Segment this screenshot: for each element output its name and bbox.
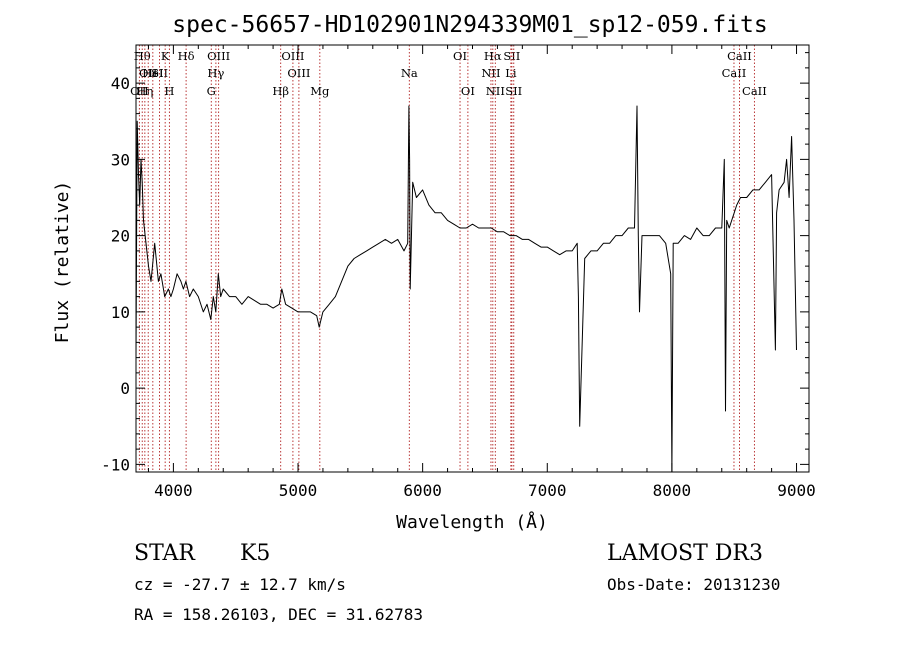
line-marker-label-5: SII [151,66,168,80]
line-marker-label-14: OIII [287,66,310,80]
line-marker-label-15: Mg [310,84,330,98]
y-tick-label-2: 10 [111,303,130,322]
line-marker-label-17: OI [453,49,467,63]
line-marker-label-12: Hβ [272,84,289,98]
y-tick-label-1: 0 [120,379,130,398]
line-marker-label-25: CaII [722,66,747,80]
x-tick-label-1: 5000 [279,481,318,500]
x-tick-label-4: 8000 [653,481,692,500]
plot-frame [135,44,810,473]
redshift-line: cz = -27.7 ± 12.7 km/s [134,575,346,594]
line-marker-label-18: OI [461,84,475,98]
line-marker-label-24: SII [505,84,522,98]
chart-title: spec-56657-HD102901N294339M01_sp12-059.f… [172,12,767,38]
x-tick-label-3: 7000 [528,481,567,500]
y-axis-label: Flux (relative) [52,181,73,344]
axis-ticks: 4000 5000 6000 7000 8000 9000 -10 0 10 20 30 40 [101,45,816,500]
y-tick-label-5: 40 [111,74,130,93]
observation-date: Obs-Date: 20131230 [607,575,780,594]
spectrum-line-0 [135,105,797,473]
x-tick-label-5: 9000 [777,481,816,500]
y-tick-label-0: -10 [101,455,130,474]
spectrum-series [135,105,797,473]
y-tick-label-4: 30 [111,150,130,169]
x-axis-label: Wavelength (Å) [396,511,548,533]
line-marker-label-2: Hη [136,84,153,98]
line-marker-label-11: OIII [207,49,230,63]
line-marker-label-20: Hα [484,49,502,63]
survey-name: LAMOST DR3 [607,541,763,566]
line-marker-label-23: SII [503,49,520,63]
y-tick-label-3: 20 [111,227,130,246]
line-marker-label-8: Hδ [178,49,195,63]
line-marker-label-19: NII [481,66,500,80]
line-marker-label-22: Li [505,66,517,80]
line-marker-label-4: HeI [142,66,163,80]
object-subclass: K5 [240,541,270,566]
x-tick-label-0: 4000 [154,481,193,500]
line-marker-label-16: Na [401,66,418,80]
x-tick-label-2: 6000 [403,481,442,500]
line-marker-label-6: K [161,49,170,63]
line-marker-label-10: Hγ [207,66,224,80]
line-marker-label-13: OIII [281,49,304,63]
line-marker-label-7: H [164,84,174,98]
spectral-line-markers: OIIHθHηOIIHeISIIKHHδGHγOIIIHβOIIIOIIIMgN… [130,45,767,472]
line-marker-label-21: NII [486,84,505,98]
line-marker-label-0: OII [130,84,149,98]
line-marker-label-9: G [207,84,216,98]
coordinates-line: RA = 158.26103, DEC = 31.62783 [134,605,423,624]
line-marker-label-27: CaII [742,84,767,98]
object-class: STAR [134,541,196,566]
line-marker-label-26: CaII [727,49,752,63]
